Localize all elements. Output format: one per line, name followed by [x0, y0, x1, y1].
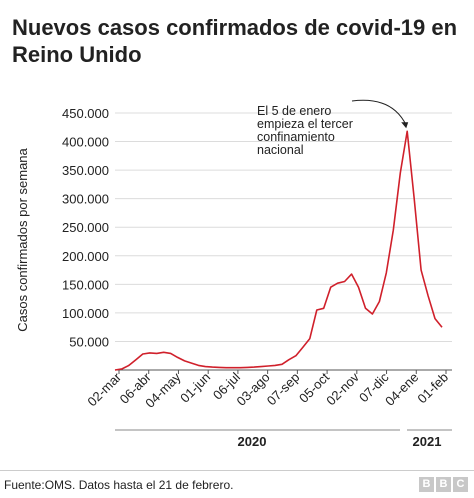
- x-tick-label: 01-jun: [177, 370, 213, 406]
- y-axis-ticks: 50.000 100.000 150.000 200.000 250.000 300.00…: [62, 106, 109, 349]
- annotation-text: nacional: [257, 143, 304, 157]
- gridlines: [115, 112, 452, 342]
- x-tick-label: 07-sep: [264, 370, 303, 409]
- x-tick-label: 01-feb: [414, 370, 451, 407]
- y-tick-label: 400.000: [62, 135, 109, 150]
- line-chart: 50.000 100.000 150.000 200.000 250.000 300.00…: [15, 99, 452, 449]
- series-line: [114, 130, 443, 371]
- y-tick-label: 250.000: [62, 220, 109, 235]
- y-tick-label: 450.000: [62, 106, 109, 121]
- y-tick-label: 100.000: [62, 306, 109, 321]
- x-tick-label: 03-ago: [234, 370, 273, 409]
- annotation-arrowhead: [401, 122, 409, 129]
- source-note: Fuente:OMS. Datos hasta el 21 de febrero…: [4, 478, 234, 492]
- y-tick-label: 200.000: [62, 249, 109, 264]
- x-tick-label: 02-nov: [323, 369, 362, 408]
- y-tick-label: 350.000: [62, 163, 109, 178]
- y-axis-label: Casos confirmados por semana: [15, 147, 30, 331]
- chart-title: Nuevos casos confirmados de covid-19 en …: [12, 15, 458, 67]
- year-label: 2020: [238, 434, 267, 449]
- bbc-logo: B B C: [419, 477, 468, 492]
- x-tick-label: 02-mar: [84, 369, 124, 409]
- year-axis: 2020 2021: [115, 429, 452, 449]
- bbc-logo-letter: B: [436, 477, 451, 492]
- bbc-logo-letter: B: [419, 477, 434, 492]
- bbc-logo-letter: C: [453, 477, 468, 492]
- annotation-text: confinamiento: [257, 130, 335, 144]
- footer: Fuente:OMS. Datos hasta el 21 de febrero…: [0, 470, 474, 498]
- y-tick-label: 50.000: [69, 334, 109, 349]
- y-tick-label: 150.000: [62, 277, 109, 292]
- annotation-text: El 5 de enero: [257, 104, 331, 118]
- y-tick-label: 300.000: [62, 192, 109, 207]
- x-tick-label: 04-ene: [382, 370, 421, 409]
- year-label: 2021: [413, 434, 442, 449]
- x-axis: 02-mar06-abr04-may01-jun06-jul03-ago07-s…: [84, 369, 452, 411]
- series-layer: [114, 130, 443, 371]
- annotation-text: empieza el tercer: [257, 117, 353, 131]
- annotation-arrow: [351, 99, 407, 126]
